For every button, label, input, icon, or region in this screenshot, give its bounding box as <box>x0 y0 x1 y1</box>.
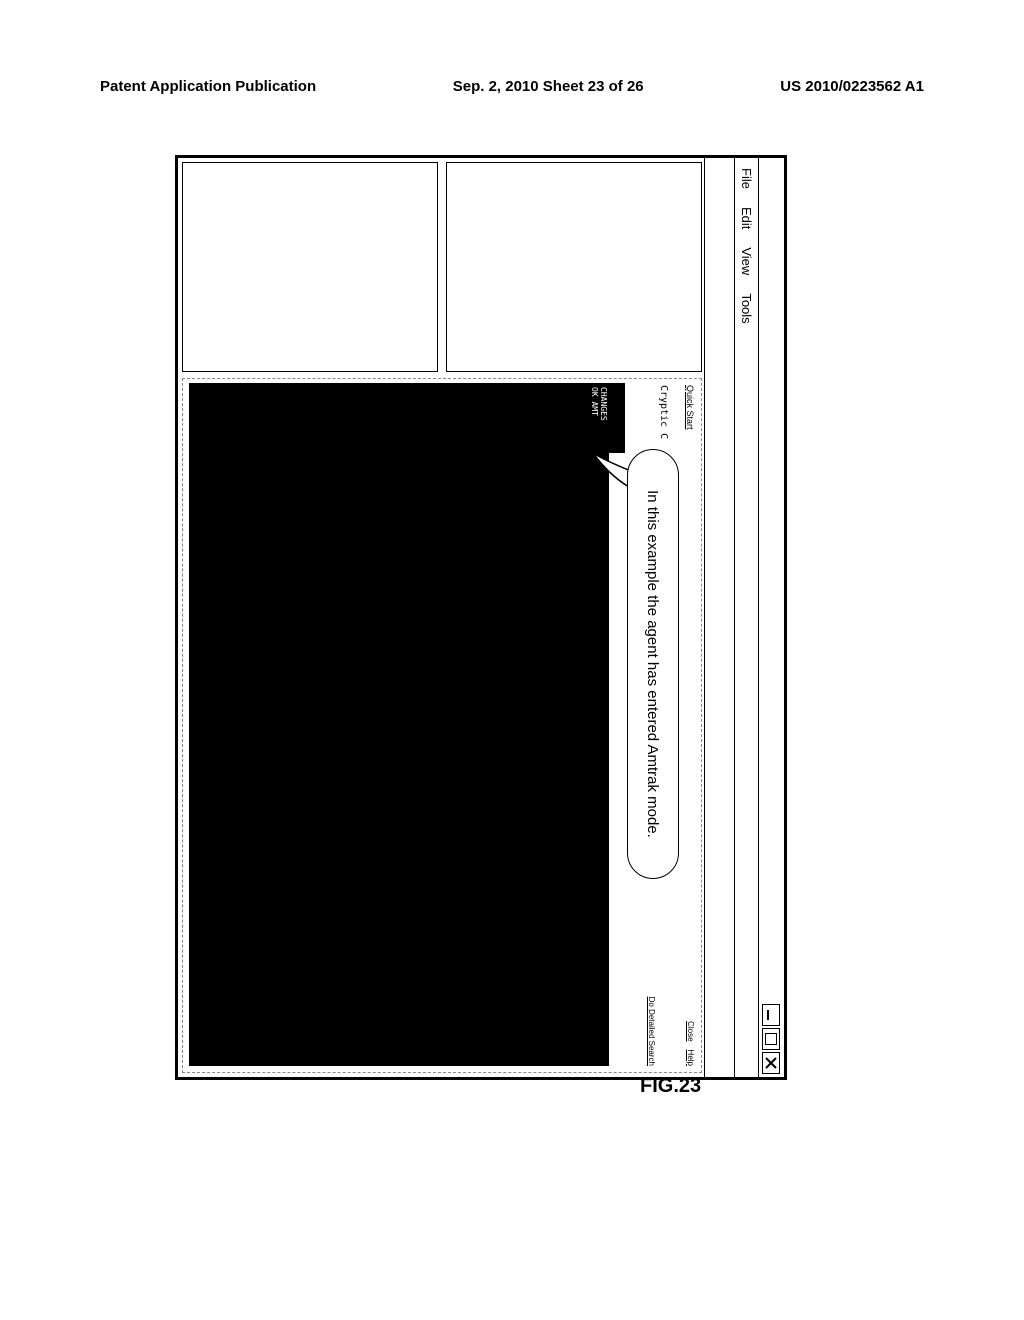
menu-view[interactable]: View <box>739 247 754 275</box>
header-right: US 2010/0223562 A1 <box>780 78 924 95</box>
menubar: File Edit View Tools <box>734 158 758 1077</box>
menu-file[interactable]: File <box>739 168 754 189</box>
right-column: Quick Start Close Help In this example t… <box>182 378 702 1073</box>
left-panel-top <box>446 162 702 372</box>
quick-start-label[interactable]: Quick Start <box>685 385 695 430</box>
callout-text: In this example the agent has entered Am… <box>645 490 662 838</box>
content-area: Quick Start Close Help In this example t… <box>182 162 702 1073</box>
menu-edit[interactable]: Edit <box>739 207 754 229</box>
figure-label: FIG.23 <box>640 1075 701 1098</box>
terminal-tab <box>609 383 625 453</box>
terminal-region[interactable]: CHANGES OK AMT <box>189 383 609 1066</box>
link-help[interactable]: Help <box>686 1050 695 1066</box>
rotated-wrapper: File Edit View Tools Quick Start Close <box>177 157 785 1078</box>
minimize-button[interactable] <box>763 1004 781 1026</box>
maximize-button[interactable] <box>763 1028 781 1050</box>
left-panel-bottom <box>182 162 438 372</box>
header-left: Patent Application Publication <box>100 78 316 95</box>
app-window: File Edit View Tools Quick Start Close <box>177 157 785 1078</box>
page-header: Patent Application Publication Sep. 2, 2… <box>100 78 924 95</box>
toolbar-strip <box>704 158 734 1077</box>
menu-tools[interactable]: Tools <box>739 293 754 323</box>
left-column <box>182 162 702 372</box>
link-close[interactable]: Close <box>686 1021 695 1041</box>
header-center: Sep. 2, 2010 Sheet 23 of 26 <box>453 78 644 95</box>
terminal-text: CHANGES OK AMT <box>589 387 607 421</box>
figure-frame: File Edit View Tools Quick Start Close <box>175 155 787 1080</box>
callout-bubble: In this example the agent has entered Am… <box>627 449 679 879</box>
close-button[interactable] <box>763 1052 781 1074</box>
titlebar <box>758 158 784 1077</box>
